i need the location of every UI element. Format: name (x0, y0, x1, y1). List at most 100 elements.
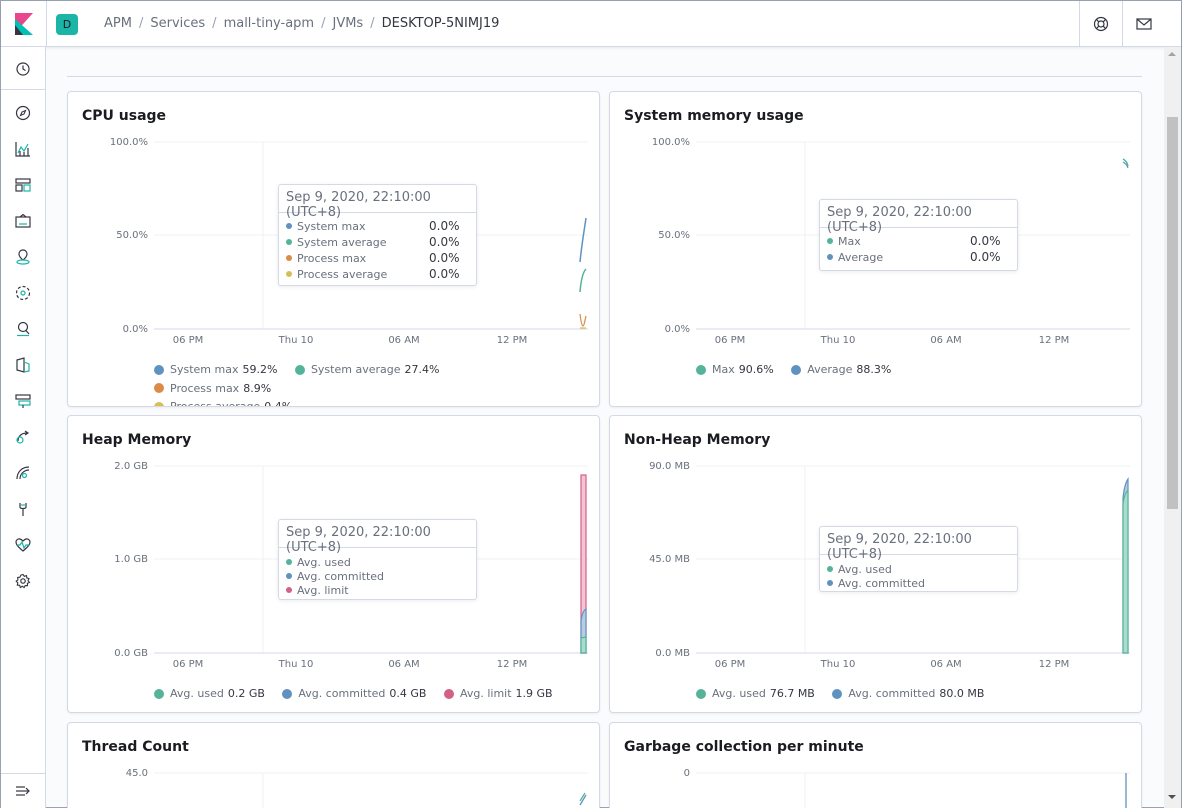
help-button[interactable] (1079, 1, 1122, 47)
dashboard-icon (15, 178, 31, 192)
canvas-icon (15, 214, 31, 228)
chart-legend: Avg. used 76.7 MB Avg. committed 80.0 MB (696, 685, 1116, 704)
tooltip-label: Avg. committed (838, 576, 926, 590)
series-thread-max (579, 794, 587, 806)
legend-item[interactable]: System average 27.4% (294, 361, 440, 378)
nav-apm[interactable] (11, 425, 35, 449)
nav-visualize[interactable] (11, 137, 35, 161)
nav-management[interactable] (11, 569, 35, 593)
nav-recently-viewed[interactable] (11, 57, 35, 81)
y-tick-label: 45.0 MB (649, 554, 690, 565)
tooltip-label: Process max (297, 251, 367, 265)
tooltip-row: Average 0.0% (827, 249, 1010, 265)
legend-label: Avg. used (170, 687, 224, 700)
nav-dashboard[interactable] (11, 173, 35, 197)
kibana-logo[interactable] (1, 1, 47, 47)
nav-canvas[interactable] (11, 209, 35, 233)
legend-value: 1.9 GB (515, 687, 553, 700)
y-tick-label: 2.0 GB (114, 461, 148, 472)
x-tick-label: 12 PM (1039, 659, 1070, 670)
legend-label: Avg. used (712, 687, 766, 700)
series-avg-used (580, 636, 587, 654)
y-tick-label: 100.0% (652, 137, 690, 148)
space-avatar[interactable]: D (56, 14, 78, 35)
breadcrumb-jvms[interactable]: JVMs (332, 16, 364, 31)
legend-item[interactable]: Avg. used 76.7 MB (696, 685, 815, 702)
series-dot (832, 688, 843, 699)
scroll-thumb[interactable] (1167, 117, 1178, 509)
tooltip-label: Average (838, 250, 884, 264)
legend-value: 27.4% (404, 363, 440, 376)
gc-per-minute-chart[interactable]: 0 (610, 723, 1142, 808)
x-tick-label: 06 AM (930, 659, 961, 670)
page-scrollbar[interactable] (1164, 47, 1181, 808)
x-tick-label: 06 PM (715, 335, 746, 346)
tooltip-value: 0.0% (970, 234, 1001, 248)
panel-title: CPU usage (82, 108, 167, 124)
scroll-up-arrow-icon[interactable] (1168, 52, 1176, 56)
legend-label: Process average (170, 400, 261, 407)
non-heap-memory-chart[interactable]: 90.0 MB 45.0 MB 0.0 MB 06 PM Thu 10 06 A… (610, 416, 1142, 713)
nav-discover[interactable] (11, 101, 35, 125)
legend-item[interactable]: Avg. committed 80.0 MB (832, 685, 984, 702)
nav-logs[interactable] (11, 353, 35, 377)
y-tick-label: 0.0 MB (655, 648, 690, 659)
system-memory-chart[interactable]: 100.0% 50.0% 0.0% 06 PM Thu 10 06 AM 12 … (610, 92, 1142, 407)
panel-title: Non-Heap Memory (624, 432, 771, 448)
legend-item[interactable]: Avg. committed 0.4 GB (282, 685, 426, 702)
legend-value: 0.4% (264, 400, 293, 407)
thread-count-chart[interactable]: 45.0 (68, 723, 600, 808)
legend-label: Avg. limit (459, 687, 512, 700)
tooltip-value: 0.0% (429, 251, 460, 265)
y-tick-label: 45.0 (126, 768, 148, 779)
tooltip-value: 0.0% (970, 250, 1001, 264)
scroll-down-arrow-icon[interactable] (1168, 795, 1176, 799)
cpu-usage-panel: CPU usage 100.0% 50.0% 0.0% 06 PM Thu 10… (67, 91, 600, 407)
legend-item[interactable]: System max 59.2% (154, 361, 277, 378)
legend-item[interactable]: Avg. used 0.2 GB (154, 685, 265, 702)
metrics-icon (17, 321, 30, 337)
tooltip-label: Max (838, 234, 861, 248)
legend-item[interactable]: Avg. limit 1.9 GB (443, 685, 553, 702)
nav-metrics[interactable] (11, 317, 35, 341)
breadcrumb-service[interactable]: mall-tiny-apm (223, 16, 315, 31)
x-tick-label: 06 AM (388, 335, 419, 346)
breadcrumb-current: DESKTOP-5NIMJ19 (381, 16, 500, 31)
tooltip-label: System max (297, 219, 366, 233)
series-dot (827, 238, 833, 244)
nav-ml[interactable] (11, 281, 35, 305)
nav-divider (1, 89, 46, 90)
breadcrumb: APM / Services / mall-tiny-apm / JVMs / … (104, 16, 499, 31)
y-tick-label: 50.0% (658, 230, 690, 241)
series-dot (827, 580, 833, 586)
panel-title: Garbage collection per minute (624, 739, 864, 755)
series-dot (282, 688, 293, 699)
nav-maps[interactable] (11, 245, 35, 269)
series-dot (286, 271, 292, 277)
top-header: D APM / Services / mall-tiny-apm / JVMs … (1, 1, 1181, 47)
newsfeed-button[interactable] (1122, 1, 1165, 47)
series-dot (154, 688, 164, 699)
legend-item[interactable]: Max 90.6% (696, 361, 774, 378)
tooltip-row: System max 0.0% (286, 218, 469, 234)
nav-collapse-button[interactable] (11, 779, 35, 803)
nav-divider (1, 773, 46, 774)
nav-stack-monitoring[interactable] (11, 533, 35, 557)
nav-infrastructure[interactable] (11, 389, 35, 413)
tooltip-label: Avg. used (297, 555, 351, 569)
nav-uptime[interactable] (11, 461, 35, 485)
breadcrumb-apm[interactable]: APM (104, 16, 132, 31)
legend-item[interactable]: Average 88.3% (791, 361, 891, 378)
breadcrumb-separator: / (138, 16, 144, 31)
machine-learning-icon (15, 285, 31, 301)
non-heap-memory-panel: Non-Heap Memory 90.0 MB 45.0 MB 0.0 MB 0… (609, 415, 1142, 713)
breadcrumb-services[interactable]: Services (150, 16, 206, 31)
legend-item[interactable]: Process average 0.4% (154, 398, 293, 407)
series-avg-used (1122, 488, 1129, 654)
y-tick-label: 0.0% (665, 324, 690, 335)
chart-tooltip: Sep 9, 2020, 22:10:00 (UTC+8) Avg. used … (278, 519, 477, 600)
legend-label: Max (712, 363, 735, 376)
legend-item[interactable]: Process max 8.9% (154, 380, 271, 397)
nav-dev-tools[interactable] (11, 497, 35, 521)
series-dot (791, 364, 802, 375)
